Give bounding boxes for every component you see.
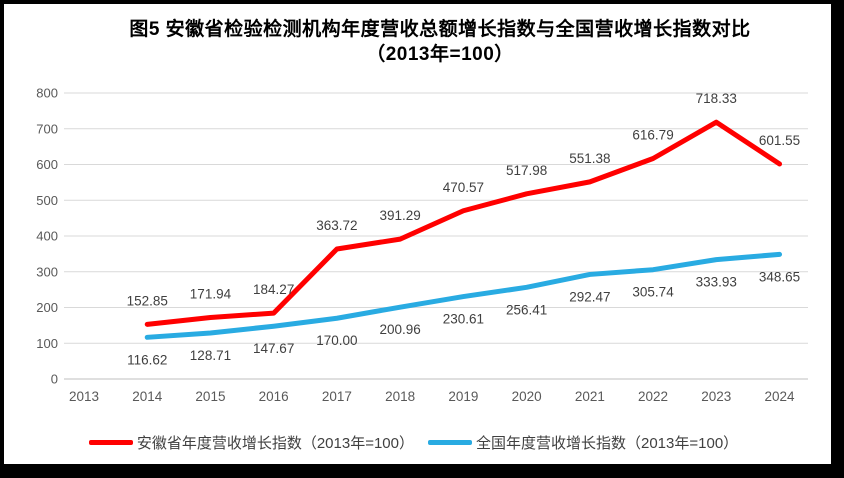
chart-title-line2: （2013年=100） [366,44,514,65]
legend-label-national: 全国年度营收增长指数（2013年=100） [476,435,739,452]
chart-legend: 安徽省年度营收增长指数（2013年=100） 全国年度营收增长指数（2013年=… [0,432,827,453]
legend-item-national: 全国年度营收增长指数（2013年=100） [428,432,738,453]
legend-label-anhui: 安徽省年度营收增长指数（2013年=100） [136,435,414,452]
chart-canvas [4,4,831,464]
legend-swatch-anhui [88,440,133,445]
chart-title: 图5 安徽省检验检测机构年度营收总额增长指数与全国营收增长指数对比 （2013年… [40,17,840,67]
chart-title-line1: 图5 安徽省检验检测机构年度营收总额增长指数与全国营收增长指数对比 [129,19,751,40]
legend-swatch-national [428,440,472,445]
legend-item-anhui: 安徽省年度营收增长指数（2013年=100） [88,432,414,453]
